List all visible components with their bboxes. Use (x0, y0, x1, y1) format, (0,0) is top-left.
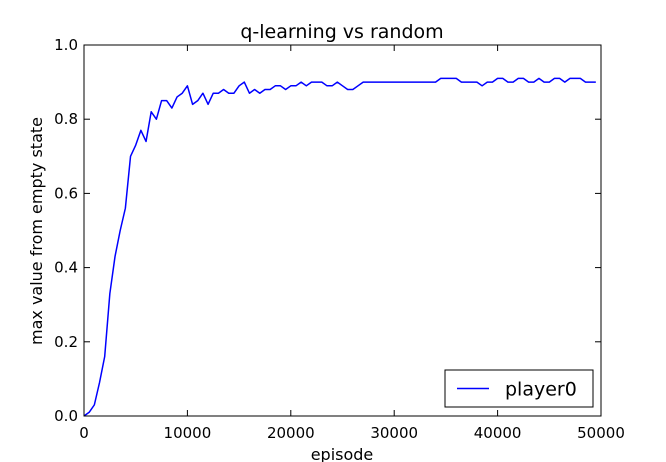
plot-frame (83, 44, 602, 417)
legend-label-player0: player0 (505, 379, 577, 401)
y-tick-label: 0.0 (54, 407, 78, 425)
x-tick-label: 10000 (164, 424, 212, 442)
plot-area: 0 10000 20000 30000 40000 50000 0.0 0.2 0.4 0.6 0.… (54, 36, 625, 442)
y-tick-label: 0.2 (54, 333, 78, 351)
x-tick-label: 40000 (474, 424, 522, 442)
y-axis-label: max value from empty state (27, 117, 46, 345)
x-tick-label: 30000 (370, 424, 418, 442)
series-line-player0 (83, 77, 596, 417)
y-tick-label: 0.8 (54, 110, 78, 128)
chart-title: q-learning vs random (240, 21, 443, 43)
x-tick-label: 0 (79, 424, 89, 442)
y-tick-label: 1.0 (54, 36, 78, 54)
x-tick-label: 20000 (267, 424, 315, 442)
y-tick-label: 0.4 (54, 259, 78, 277)
y-tick-label: 0.6 (54, 184, 78, 202)
x-tick-label: 50000 (577, 424, 625, 442)
x-axis-label: episode (311, 445, 374, 462)
